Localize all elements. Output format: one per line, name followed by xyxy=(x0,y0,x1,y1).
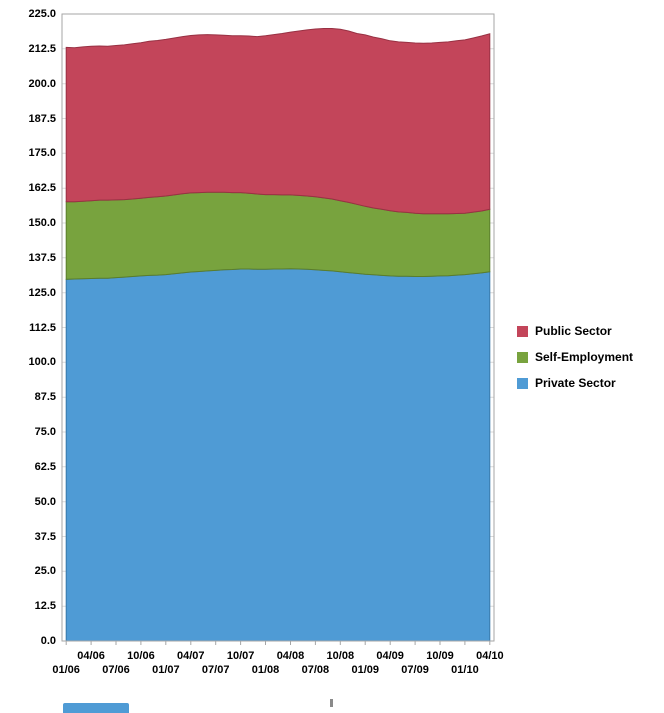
x-tick-label: 01/06 xyxy=(52,664,80,676)
bottom-left-window-fragment xyxy=(63,703,129,713)
x-tick-label: 01/08 xyxy=(251,664,280,676)
y-tick-label: 37.5 xyxy=(34,530,56,543)
legend-swatch-icon xyxy=(517,325,528,337)
x-tick-label: 07/08 xyxy=(301,664,330,676)
y-tick-label: 125.0 xyxy=(28,286,56,299)
x-tick-label: 10/09 xyxy=(426,650,454,662)
area-private-sector[interactable] xyxy=(65,268,491,642)
y-tick-label: 150.0 xyxy=(28,217,56,229)
y-tick-label: 87.5 xyxy=(34,391,56,404)
legend-label: Self-Employment xyxy=(535,350,634,364)
y-tick-label: 75.0 xyxy=(34,426,56,438)
x-tick-label: 04/07 xyxy=(177,650,205,662)
y-tick-label: 187.5 xyxy=(28,112,56,125)
legend-swatch-icon xyxy=(517,351,528,363)
y-tick-label: 175.0 xyxy=(28,147,56,160)
x-tick-label: 07/06 xyxy=(102,664,130,676)
y-tick-label: 225.0 xyxy=(28,8,56,20)
x-tick-label: 07/07 xyxy=(201,664,230,676)
legend-label: Public Sector xyxy=(535,324,612,338)
legend[interactable]: Public Sector Self-Employment Private Sect… xyxy=(517,318,633,396)
x-tick-label: 10/06 xyxy=(127,650,155,662)
x-tick-label: 01/10 xyxy=(451,664,479,676)
x-tick-label: 01/09 xyxy=(351,664,379,676)
x-tick-label: 04/06 xyxy=(77,650,105,662)
x-tick-label: 04/08 xyxy=(276,650,305,662)
x-tick-label: 04/10 xyxy=(476,650,504,662)
bottom-center-artifact xyxy=(330,699,333,707)
y-tick-label: 50.0 xyxy=(34,495,56,508)
x-tick-label: 04/09 xyxy=(376,650,404,662)
x-tick-label: 10/08 xyxy=(326,650,355,662)
y-tick-label: 25.0 xyxy=(34,565,56,578)
y-tick-label: 100.0 xyxy=(28,356,56,369)
y-tick-label: 137.5 xyxy=(28,251,56,264)
y-tick-label: 0.0 xyxy=(40,635,56,647)
y-tick-label: 112.5 xyxy=(29,321,56,334)
legend-item-private-sector[interactable]: Private Sector xyxy=(517,370,633,396)
legend-item-self-employment[interactable]: Self-Employment xyxy=(517,344,633,370)
y-tick-label: 200.0 xyxy=(28,77,56,90)
y-tick-label: 62.5 xyxy=(34,460,56,473)
legend-swatch-icon xyxy=(517,377,528,389)
x-tick-label: 10/07 xyxy=(226,650,255,662)
x-tick-label: 01/07 xyxy=(152,664,180,676)
area-public-sector[interactable] xyxy=(65,28,491,215)
x-tick-label: 07/09 xyxy=(401,664,429,676)
y-tick-label: 162.5 xyxy=(28,182,56,195)
legend-label: Private Sector xyxy=(535,376,616,390)
legend-item-public-sector[interactable]: Public Sector xyxy=(517,318,633,344)
y-tick-label: 212.5 xyxy=(28,42,56,55)
y-tick-label: 12.5 xyxy=(34,600,56,613)
